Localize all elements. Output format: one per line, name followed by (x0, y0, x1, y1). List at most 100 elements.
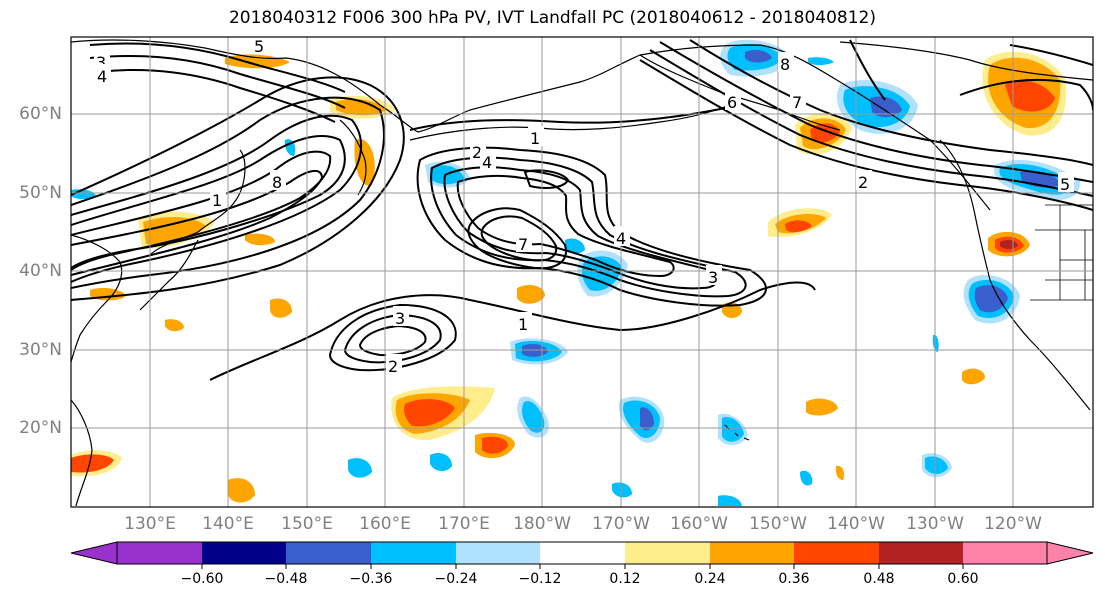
positive-anomaly-blob (330, 95, 395, 119)
lon-label: 170°E (438, 514, 490, 534)
positive-anomaly-blob (982, 51, 1067, 136)
negative-anomaly-blob (963, 275, 1020, 324)
pv-contour-line (480, 215, 558, 262)
negative-anomaly-blob (618, 396, 665, 443)
colorbar-segment (456, 542, 540, 564)
contour-label: 3 (395, 309, 405, 328)
lon-label: 130°E (124, 514, 176, 534)
pv-contour-line (71, 170, 324, 276)
contour-label: 2 (388, 357, 398, 376)
colorbar-extend-low (70, 541, 118, 565)
lon-label: 160°W (670, 514, 728, 534)
lat-label-20n: 20°N (19, 418, 62, 438)
colorbar-segment (202, 542, 286, 564)
contour-label: 4 (482, 153, 492, 172)
pv-contour-line (659, 41, 1093, 183)
contour-label: 4 (97, 67, 107, 86)
colorbar-tick-label: 0.60 (947, 571, 979, 587)
pv-contour-line (689, 39, 1093, 166)
colorbar-tick-label: −0.48 (264, 571, 308, 587)
coastline-japan-south (139, 239, 199, 311)
lon-label: 180°W (513, 514, 571, 534)
negative-anomaly-blob (836, 80, 918, 134)
pv-contour-line (849, 39, 886, 101)
colorbar-extend-high (1046, 541, 1094, 565)
colorbar-tick-label: 0.24 (694, 571, 726, 587)
contour-label: 2 (858, 173, 868, 192)
coastlines (71, 39, 1093, 507)
contour-label: 1 (518, 315, 528, 334)
contour-label: 8 (272, 173, 282, 192)
coastline-north-america (939, 139, 1091, 411)
coastline-russia (71, 39, 991, 211)
pv-contour-line (89, 42, 346, 93)
lon-label: 170°W (592, 514, 650, 534)
coastline-canada-north (839, 41, 1093, 81)
negative-anomaly-blob (348, 458, 372, 478)
colorbar-segment (540, 542, 625, 564)
positive-anomaly-blob (475, 432, 515, 459)
negative-anomaly-blob (612, 482, 632, 498)
pv-contour-line (639, 59, 1093, 211)
colorbar-segment (963, 542, 1047, 564)
colorbar-tick-label: −0.36 (349, 571, 393, 587)
contour-label: 5 (254, 37, 264, 56)
negative-anomaly-blob (720, 39, 790, 77)
colorbar-tick-label: −0.24 (434, 571, 478, 587)
contour-label: 7 (518, 235, 528, 254)
positive-anomaly-blob (768, 208, 832, 238)
colorbar-segment (117, 542, 202, 564)
lon-label: 160°E (359, 514, 411, 534)
negative-anomaly-blob (565, 238, 585, 254)
positive-anomaly-blob (391, 386, 495, 441)
lat-label-40n: 40°N (19, 261, 62, 281)
colorbar-segment (794, 542, 879, 564)
colorbar-segment (371, 542, 456, 564)
positive-anomaly-blob (806, 398, 838, 416)
lon-label: 150°E (281, 514, 333, 534)
contour-label: 1 (530, 129, 540, 148)
colorbar-segment (286, 542, 371, 564)
positive-anomaly-blob (138, 211, 215, 249)
pv-contour-line (523, 169, 570, 189)
negative-anomaly-blob (922, 453, 952, 478)
contour-label: 5 (1060, 175, 1070, 194)
lon-label: 120°W (984, 514, 1042, 534)
coastline-alaska (639, 54, 841, 131)
lat-label-60n: 60°N (19, 104, 62, 124)
contour-label: 3 (708, 268, 718, 287)
coastline-kamchatka (339, 119, 367, 196)
map-frame (70, 36, 1094, 508)
pv-contour-line (71, 114, 363, 283)
pv-contour-line (71, 76, 405, 301)
colorbar-tick-label: −0.12 (518, 571, 562, 587)
contour-label: 8 (780, 55, 790, 74)
lon-label: 150°W (749, 514, 807, 534)
negative-anomaly-blob (808, 57, 834, 65)
negative-anomaly-blob (800, 470, 813, 486)
contour-label: 4 (616, 229, 626, 248)
colorbar-segment (879, 542, 963, 564)
contour-label: 6 (727, 93, 737, 112)
pv-contour-line (959, 78, 1093, 111)
lat-label-30n: 30°N (19, 340, 62, 360)
pv-contour-line (89, 54, 346, 109)
positive-anomaly-blob (245, 233, 275, 246)
positive-anomaly-blob (517, 284, 545, 304)
pv-contour-line (99, 69, 336, 123)
lon-label: 130°W (906, 514, 964, 534)
pv-contour-line (358, 324, 427, 357)
pv-contour-line (1009, 44, 1093, 66)
positive-anomaly-blob (835, 465, 845, 480)
lat-label-50n: 50°N (19, 183, 62, 203)
negative-anomaly-blob (517, 396, 549, 438)
pv-contour-line (343, 313, 442, 364)
positive-anomaly-blob (228, 478, 255, 503)
colorbar-tick-label: 0.36 (778, 571, 810, 587)
positive-anomaly-blob (165, 319, 184, 332)
pv-contour-line (456, 174, 675, 278)
pv-contour-line (467, 207, 567, 270)
pv-contour-line (209, 281, 816, 381)
negative-anomaly-blob (430, 453, 452, 472)
